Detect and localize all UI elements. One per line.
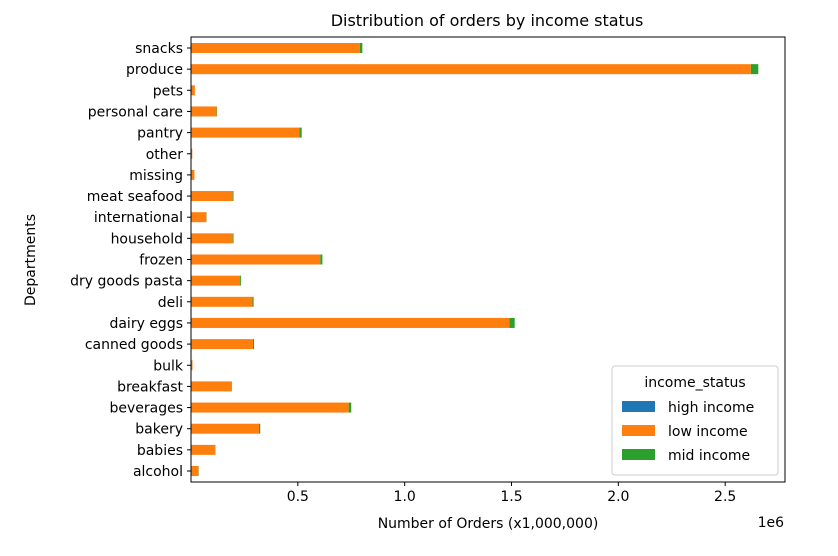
y-tick-label: deli [158, 295, 183, 311]
bar-dry-goods-pasta-low-income [191, 275, 241, 286]
bar-pets-low-income [191, 85, 195, 96]
legend-label: high income [668, 400, 754, 416]
x-axis-label: Number of Orders (x1,000,000) [378, 516, 599, 532]
y-tick-label: dry goods pasta [70, 274, 183, 290]
bar-produce-mid-income [750, 64, 759, 75]
legend: income_status high income low income mid i… [611, 365, 779, 476]
legend-label: low income [668, 424, 748, 440]
y-tick-label: international [94, 210, 183, 226]
x-axis-ticks: 0.5 1.0 1.5 2.0 2.5 [287, 482, 736, 505]
bar-frozen-mid-income [320, 254, 323, 265]
bar-babies-low-income [191, 444, 215, 455]
legend-swatch-mid-income [622, 449, 655, 460]
x-tick-label: 2.0 [607, 489, 629, 505]
y-tick-label: breakfast [117, 379, 183, 395]
y-tick-label: dairy eggs [109, 316, 183, 332]
bar-pantry-low-income [191, 127, 300, 138]
y-tick-label: missing [129, 168, 183, 184]
x-tick-label: 1.5 [500, 489, 522, 505]
bar-pantry-mid-income [299, 127, 302, 138]
bar-beverages-low-income [191, 402, 349, 413]
x-tick-label: 1.0 [394, 489, 416, 505]
legend-frame [611, 365, 779, 476]
bar-international-low-income [191, 212, 207, 223]
bar-meat-seafood-mid-income [232, 191, 234, 202]
legend-title: income_status [644, 375, 745, 391]
bar-dry-goods-pasta-mid-income [240, 275, 241, 286]
bar-beverages-mid-income [348, 402, 352, 413]
legend-swatch-low-income [622, 425, 655, 436]
bar-bakery-low-income [191, 423, 259, 434]
y-tick-label: pets [153, 83, 183, 99]
y-tick-label: bakery [135, 422, 183, 438]
bar-dairy-eggs-low-income [191, 317, 510, 328]
y-tick-label: other [146, 147, 184, 163]
x-tick-label: 0.5 [287, 489, 309, 505]
bar-snacks-low-income [191, 43, 360, 53]
bar-bulk-low-income [191, 360, 193, 371]
y-tick-label: beverages [109, 401, 183, 417]
bar-dairy-eggs-mid-income [509, 317, 515, 328]
bar-canned-goods-low-income [191, 339, 253, 350]
y-tick-label: frozen [139, 253, 183, 269]
bar-frozen-low-income [191, 254, 321, 265]
y-axis-ticks: alcohol babies bakery beverages breakfast bul… [70, 41, 191, 480]
bars-group [191, 43, 759, 476]
bar-breakfast-low-income [191, 381, 232, 392]
legend-label: mid income [668, 448, 750, 464]
bar-personal-care-low-income [191, 106, 217, 117]
y-tick-label: meat seafood [87, 189, 183, 205]
y-tick-label: pantry [137, 126, 183, 142]
bar-deli-low-income [191, 296, 253, 307]
bar-other-low-income [191, 148, 193, 159]
x-axis-offset-text: 1e6 [758, 515, 785, 531]
bar-deli-mid-income [252, 296, 254, 307]
legend-items: high income low income mid income [622, 400, 754, 464]
y-tick-label: household [111, 231, 183, 247]
bar-bakery-mid-income [258, 423, 261, 434]
y-tick-label: snacks [135, 41, 183, 57]
bar-household-low-income [191, 233, 233, 244]
bar-snacks-mid-income [359, 43, 363, 53]
bar-alcohol-low-income [191, 466, 199, 476]
y-tick-label: personal care [88, 104, 183, 120]
bar-canned-goods-mid-income [252, 339, 255, 350]
y-tick-label: produce [126, 62, 183, 78]
chart-title: Distribution of orders by income status [331, 11, 644, 30]
bar-missing-low-income [191, 169, 195, 180]
y-tick-label: babies [137, 443, 183, 459]
legend-swatch-high-income [622, 401, 655, 412]
bar-household-mid-income [232, 233, 234, 244]
bar-meat-seafood-low-income [191, 191, 233, 202]
bar-produce-low-income [191, 64, 751, 75]
y-tick-label: bulk [153, 358, 184, 374]
y-tick-label: canned goods [85, 337, 183, 353]
y-axis-label: Departments [23, 214, 39, 306]
y-tick-label: alcohol [133, 464, 183, 480]
bar-breakfast-mid-income [231, 381, 232, 392]
x-tick-label: 2.5 [714, 489, 736, 505]
